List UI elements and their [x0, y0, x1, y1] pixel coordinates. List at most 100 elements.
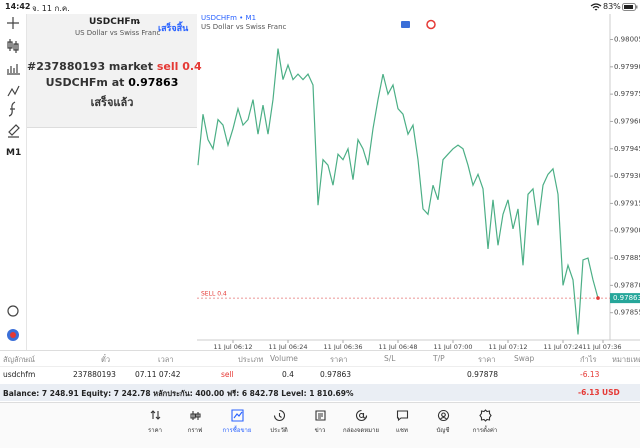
- y-tick-label: 0.97945: [614, 145, 640, 153]
- summary-text: Balance: 7 248.91 Equity: 7 242.78 หลักป…: [3, 389, 354, 398]
- table-header: [0, 350, 640, 367]
- battery-level: 83%: [603, 2, 621, 11]
- cell-volume: 0.4: [282, 370, 294, 379]
- nav-label[interactable]: การซื้อขาย: [222, 427, 252, 434]
- bottom-nav: ราคา กราฟ การซื้อขาย ประวัติ ข่าว กล่องจดหมาย…: [0, 402, 640, 448]
- symbol-chevron[interactable]: ⌄: [135, 17, 142, 26]
- panel-symbol[interactable]: USDCHFm: [89, 17, 140, 27]
- chart-title: USDCHFm • M1: [201, 14, 256, 22]
- order-line-1: #237880193 market sell 0.4: [27, 60, 202, 73]
- chart-subtitle: US Dollar vs Swiss Franc: [201, 23, 287, 31]
- chart-toolbar: M1: [0, 14, 27, 350]
- panel-description: US Dollar vs Swiss Franc: [75, 29, 161, 37]
- wifi-icon: [590, 3, 602, 11]
- search-icon[interactable]: [7, 305, 19, 317]
- nav-glyph: [230, 409, 244, 422]
- order-price: 0.97863: [128, 76, 179, 89]
- nav-glyph: [396, 410, 408, 422]
- current-price-tag: [610, 293, 640, 304]
- y-tick-label: 0.98005: [614, 35, 640, 43]
- nav-icon[interactable]: [189, 409, 202, 422]
- indicators-icon[interactable]: [7, 64, 20, 75]
- order-result-panel: USDCHFm ⌄ US Dollar vs Swiss Franc เสร็จ…: [27, 14, 202, 128]
- nav-icon[interactable]: [314, 409, 327, 422]
- date: จ. 11 ก.ค.: [32, 4, 70, 13]
- nav-label[interactable]: กราฟ: [187, 427, 203, 434]
- nav-glyph: [437, 409, 449, 421]
- done-button[interactable]: เสร็จสิ้น: [158, 24, 189, 34]
- order-action: sell 0.4: [156, 60, 202, 73]
- cell-time: 07.11 07:42: [135, 370, 181, 379]
- x-tick-label: 11 Jul 06:24: [269, 343, 308, 350]
- nav-glyph: [150, 410, 160, 420]
- nav-label[interactable]: ข่าว: [314, 427, 326, 434]
- nav-label[interactable]: ราคา: [148, 427, 162, 434]
- nav-icon[interactable]: [149, 409, 162, 422]
- order-symbol-text: USDCHFm at: [45, 76, 125, 89]
- column-header: ประเภท: [238, 355, 264, 364]
- nav-glyph: [189, 411, 201, 420]
- nav-glyph: [314, 410, 326, 421]
- x-tick-label: 11 Jul 07:24: [544, 343, 583, 350]
- x-tick-label: 11 Jul 06:48: [379, 343, 418, 350]
- status-bar: 14:42 จ. 11 ก.ค. 83%: [0, 0, 640, 14]
- y-tick-label: 0.97855: [614, 309, 640, 317]
- order-line-label: SELL 0.4: [201, 291, 227, 298]
- quick-trade-icon[interactable]: [401, 21, 410, 28]
- cell-current-price: 0.97878: [467, 370, 499, 379]
- price-line: [197, 48, 599, 335]
- nav-glyph: [273, 409, 285, 422]
- positions-table: Balance: 7 248.91 Equity: 7 242.78 หลักป…: [0, 350, 640, 402]
- cell-type: sell: [221, 370, 234, 379]
- nav-glyph: [355, 409, 367, 422]
- column-header: Swap: [514, 354, 535, 363]
- nav-icon[interactable]: [273, 409, 286, 422]
- price-chart: USDCHFm • M1 US Dollar vs Swiss Franc 0.…: [197, 14, 640, 350]
- nav-icon[interactable]: [396, 409, 409, 422]
- crosshair-icon[interactable]: [7, 17, 19, 29]
- nav-label[interactable]: บัญชี: [436, 427, 450, 434]
- toolbar-icons: [7, 17, 20, 341]
- column-header: T/P: [433, 354, 445, 363]
- total-profit: -6.13: [578, 388, 600, 397]
- timeframe[interactable]: M1: [6, 148, 22, 158]
- order-status: เสร็จแล้ว: [90, 96, 134, 109]
- x-tick-label: 11 Jul 07:12: [489, 343, 528, 350]
- nav-icon[interactable]: [478, 409, 492, 422]
- objects-icon[interactable]: [7, 85, 20, 97]
- column-header: S/L: [384, 354, 396, 363]
- column-header: เวลา: [158, 355, 174, 364]
- nav-icon[interactable]: [230, 409, 244, 422]
- nav-label[interactable]: การตั้งค่า: [472, 427, 498, 434]
- column-header: สัญลักษณ์: [3, 355, 36, 364]
- candles-icon[interactable]: [7, 39, 19, 53]
- shapes-icon[interactable]: [8, 124, 20, 138]
- x-tick-label: 11 Jul 07:00: [434, 343, 473, 350]
- column-header: ราคา: [330, 355, 348, 364]
- function-icon[interactable]: [8, 101, 16, 117]
- column-header: ราคา: [478, 355, 496, 364]
- x-tick-label: 11 Jul 07:36: [583, 343, 622, 350]
- battery-icon: [622, 3, 638, 11]
- order-text: #237880193 market: [27, 60, 153, 73]
- x-tick-label: 11 Jul 06:12: [214, 343, 253, 350]
- current-price-label: 0.97863: [613, 294, 640, 302]
- nav-label[interactable]: กล่องจดหมาย: [342, 427, 380, 434]
- x-tick-label: 11 Jul 06:36: [324, 343, 363, 350]
- cell-profit: -6.13: [580, 370, 600, 379]
- nav-icon[interactable]: [355, 409, 368, 422]
- nav-glyph: [478, 409, 492, 422]
- cell-symbol: usdchfm: [3, 370, 36, 379]
- nav-label[interactable]: ประวัติ: [270, 427, 288, 434]
- nav-icon[interactable]: [437, 409, 450, 422]
- y-tick-label: 0.97885: [614, 254, 640, 262]
- nav-label[interactable]: แชท: [396, 427, 408, 434]
- column-header: กำไร: [580, 355, 597, 364]
- one-click-icon[interactable]: [426, 19, 436, 30]
- cell-price: 0.97863: [320, 370, 352, 379]
